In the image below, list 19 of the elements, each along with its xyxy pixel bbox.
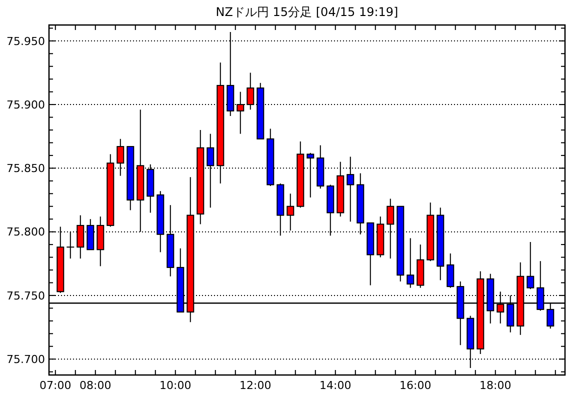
y-tick-label: 75.900 <box>6 98 45 112</box>
x-tick-label: 12:00 <box>240 379 272 392</box>
chart-title: NZドル円 15分足 [04/15 19:19] <box>216 5 398 19</box>
candlestick <box>526 242 534 290</box>
x-tick-label: 18:00 <box>480 379 512 392</box>
candlestick <box>446 252 454 288</box>
x-tick-label: 10:00 <box>160 379 192 392</box>
candlestick <box>286 193 294 232</box>
x-tick-label: 14:00 <box>320 379 352 392</box>
x-tick-label: 16:00 <box>400 379 432 392</box>
candlestick <box>306 152 314 198</box>
y-tick-label: 75.700 <box>6 352 45 366</box>
y-tick-label: 75.800 <box>6 226 45 239</box>
y-tick-label: 75.850 <box>6 162 45 176</box>
x-tick-label: 07:00 <box>40 379 72 392</box>
candlestick <box>406 238 414 288</box>
y-tick-label: 75.950 <box>6 34 45 48</box>
x-tick-label: 08:00 <box>80 379 112 392</box>
y-tick-label: 75.750 <box>6 289 45 302</box>
